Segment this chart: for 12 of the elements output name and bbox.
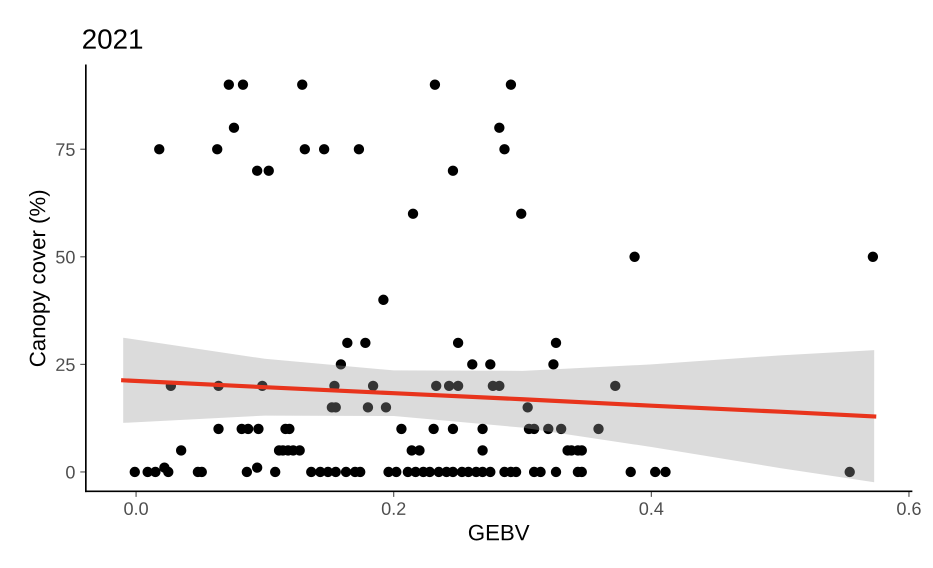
y-tick-label: 75	[56, 143, 75, 156]
y-tick-label: 50	[56, 250, 75, 264]
x-tick-label: 0.6	[897, 502, 921, 515]
x-tick-label: 0.4	[639, 502, 664, 515]
chart-title: 2021	[83, 29, 142, 49]
y-tick-label: 0	[66, 466, 75, 479]
y-tick-label: 25	[56, 358, 75, 372]
x-axis-title: GEBV	[468, 524, 530, 540]
x-tick-label: 0.0	[124, 502, 148, 515]
line-series	[121, 378, 876, 419]
x-tick-label: 0.2	[382, 502, 406, 515]
y-axis-title: Canopy cover (%)	[29, 190, 50, 366]
